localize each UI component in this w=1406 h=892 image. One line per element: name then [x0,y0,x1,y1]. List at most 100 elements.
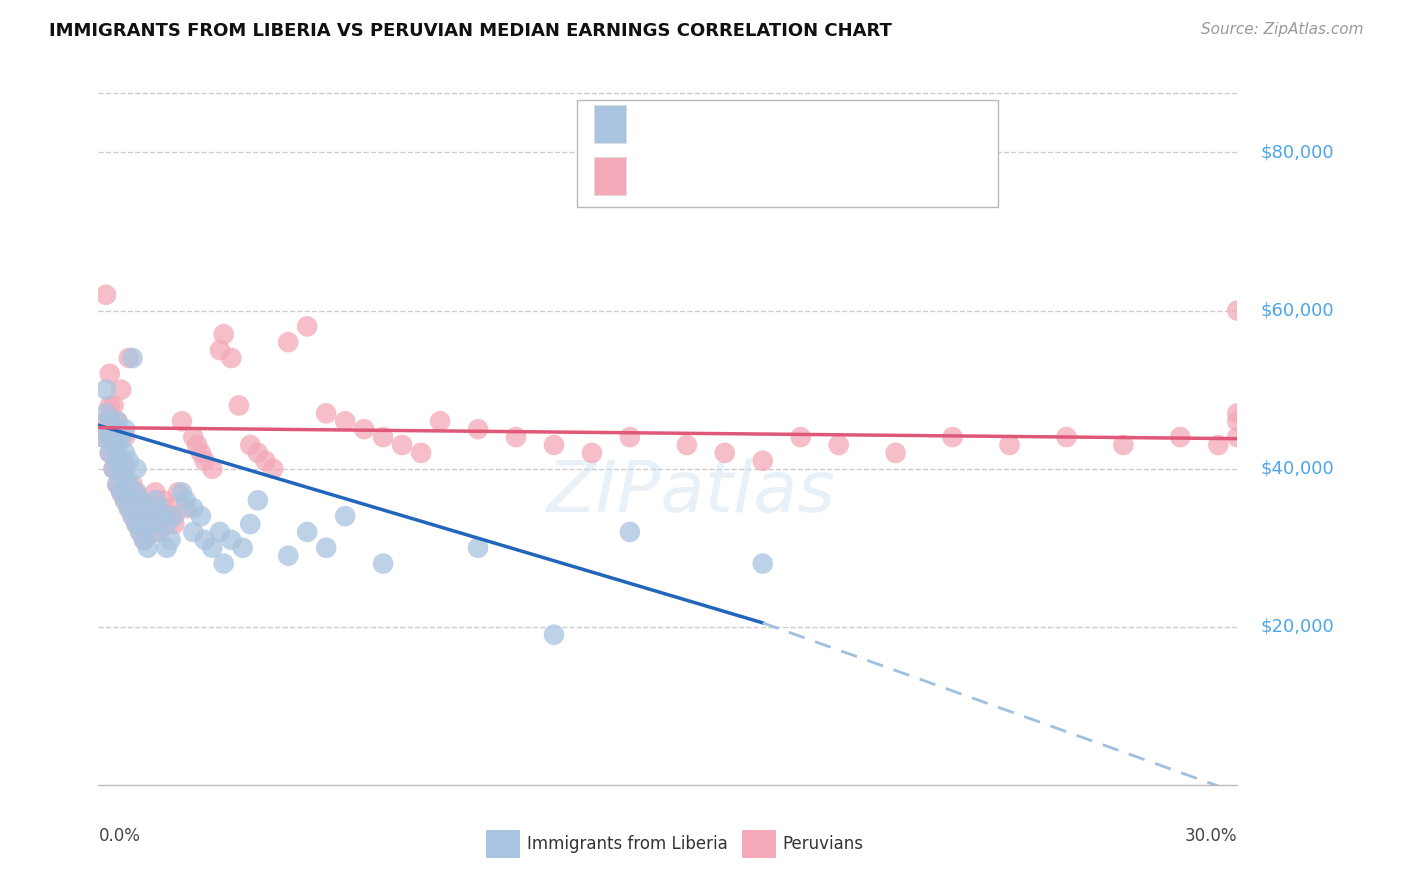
Point [239,438,262,452]
Text: Immigrants from Liberia: Immigrants from Liberia [527,835,727,853]
Text: R = -0.063: R = -0.063 [640,167,745,186]
Point [107,477,129,491]
Point [159,533,181,547]
Point [141,509,163,524]
Point [297,524,319,539]
Point [1226,406,1249,420]
Point [114,422,136,436]
Point [107,414,129,428]
Point [1226,414,1249,428]
FancyBboxPatch shape [485,830,520,858]
Point [152,509,174,524]
Point [107,477,129,491]
Point [98,399,121,413]
Point [152,493,174,508]
Point [114,493,136,508]
Point [411,446,433,460]
Point [129,524,152,539]
Text: 0.0%: 0.0% [98,827,141,845]
Point [107,446,129,460]
Point [107,454,129,468]
Point [467,422,489,436]
Point [159,509,181,524]
Point [239,516,262,531]
Point [145,493,167,508]
Point [246,493,269,508]
Point [297,319,319,334]
Point [371,557,394,571]
Point [167,485,190,500]
Point [132,533,155,547]
Point [391,438,413,452]
Point [145,524,167,539]
Point [114,461,136,475]
Point [676,438,699,452]
Point [183,501,205,516]
Point [183,524,205,539]
Point [125,485,148,500]
Point [121,477,143,491]
Point [543,628,565,642]
Point [315,541,337,555]
Point [1056,430,1078,444]
Point [998,438,1021,452]
Point [132,533,155,547]
Point [194,533,217,547]
FancyBboxPatch shape [593,157,626,195]
Point [91,430,114,444]
Point [145,485,167,500]
Point [228,399,250,413]
Point [1226,303,1249,318]
Point [103,399,125,413]
Point [714,446,737,460]
Point [315,406,337,420]
Point [790,430,813,444]
Point [335,414,357,428]
Point [107,414,129,428]
Point [190,446,212,460]
Point [125,461,148,475]
Point [103,461,125,475]
FancyBboxPatch shape [742,830,776,858]
Point [828,438,851,452]
Point [1226,430,1249,444]
Point [942,430,965,444]
Point [94,287,117,301]
Point [156,541,179,555]
Point [467,541,489,555]
Point [884,446,907,460]
Point [121,509,143,524]
Point [129,493,152,508]
Point [752,557,775,571]
Point [208,343,231,358]
Text: $60,000: $60,000 [1260,301,1334,319]
Point [194,454,217,468]
Point [114,493,136,508]
Point [94,406,117,420]
Point [110,383,132,397]
Point [212,557,235,571]
Point [129,493,152,508]
Point [429,414,451,428]
Point [103,438,125,452]
Point [98,446,121,460]
Point [125,485,148,500]
Point [118,501,141,516]
Point [121,351,143,365]
Point [132,501,155,516]
Text: Peruvians: Peruvians [783,835,863,853]
Point [277,335,299,350]
Point [752,454,775,468]
Point [581,446,603,460]
Point [148,524,170,539]
Point [619,430,641,444]
FancyBboxPatch shape [576,100,998,208]
Text: IMMIGRANTS FROM LIBERIA VS PERUVIAN MEDIAN EARNINGS CORRELATION CHART: IMMIGRANTS FROM LIBERIA VS PERUVIAN MEDI… [49,22,891,40]
Text: Source: ZipAtlas.com: Source: ZipAtlas.com [1201,22,1364,37]
Point [110,485,132,500]
Point [110,485,132,500]
Point [246,446,269,460]
Point [103,430,125,444]
Point [335,509,357,524]
Point [145,516,167,531]
